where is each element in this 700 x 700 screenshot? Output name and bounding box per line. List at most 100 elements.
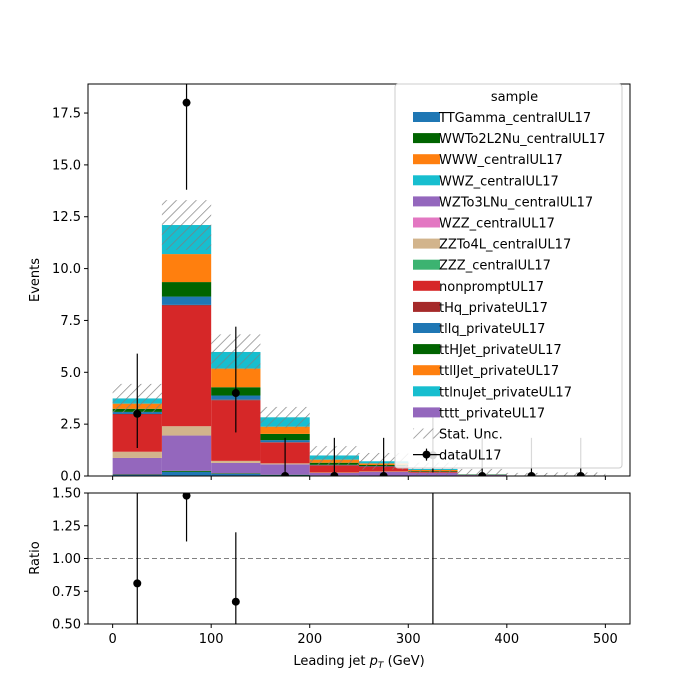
- main-y-axis: 0.0 2.5 5.0 7.5 10.0 12.5 15.0 17.5: [52, 107, 88, 485]
- legend-label: ttHJet_privateUL17: [439, 343, 562, 358]
- legend-box: [394, 83, 623, 469]
- stat-unc-bin-3: [260, 406, 310, 428]
- legend-label: ttllJet_privateUL17: [439, 364, 559, 379]
- legend-data-marker: [422, 450, 431, 459]
- bar-ttHJet_privateUL17-bin-1: [161, 282, 212, 297]
- y-tick-label: 0.0: [60, 470, 81, 485]
- x-tick-label: 200: [297, 632, 322, 647]
- y-tick-label: 10.0: [52, 262, 81, 277]
- legend-swatch-WZTo3LNu_centralUL17: [413, 196, 440, 207]
- x-tick-label: 0: [108, 632, 116, 647]
- legend-label: WWZ_centralUL17: [439, 174, 559, 189]
- legend-label: WWW_centralUL17: [439, 153, 563, 168]
- stat-unc-bin-1: [161, 200, 212, 250]
- ratio-y-axis: 0.50 0.75 1.00 1.25 1.50: [52, 487, 88, 633]
- y-axis-label: Events: [28, 258, 43, 302]
- ratio-x-axis: 0 100 200 300 400 500: [108, 624, 618, 647]
- legend-swatch-WWW_centralUL17: [413, 154, 440, 165]
- legend-label: Stat. Unc.: [439, 428, 503, 443]
- ratio-content: [88, 493, 630, 624]
- legend-label: tttt_privateUL17: [439, 406, 545, 421]
- ratio-point-0: [133, 579, 142, 588]
- bar-TTGamma_centralUL17-bin-0: [112, 474, 162, 476]
- legend-label: WZZ_centralUL17: [439, 217, 555, 232]
- x-axis-label-sub: T: [378, 661, 385, 671]
- x-tick-label: 500: [593, 632, 618, 647]
- legend-swatch-tttt_privateUL17: [413, 407, 440, 418]
- y-tick-label: 17.5: [52, 107, 81, 122]
- x-tick-label: 300: [396, 632, 421, 647]
- x-axis-label-prefix: Leading jet: [293, 654, 365, 669]
- bar-tllq_privateUL17-bin-1: [161, 296, 212, 305]
- ratio-y-tick-label: 1.00: [52, 552, 81, 567]
- ratio-point-1: [182, 493, 191, 500]
- x-axis-label-unit: (GeV): [388, 654, 425, 669]
- legend-label: ttlnuJet_privateUL17: [439, 385, 572, 400]
- legend-swatch-tHq_privateUL17: [413, 301, 440, 312]
- ratio-y-tick-label: 1.25: [52, 519, 81, 534]
- legend-label: tllq_privateUL17: [439, 322, 545, 337]
- y-tick-label: 15.0: [52, 158, 81, 173]
- x-axis-label-var: p: [369, 654, 378, 669]
- legend-swatch-WWTo2L2Nu_centralUL17: [413, 133, 440, 144]
- data-point-8: [527, 472, 536, 476]
- data-point-7: [478, 472, 487, 476]
- legend-label: ZZTo4L_centralUL17: [439, 238, 571, 253]
- legend-swatch-TTGamma_centralUL17: [413, 112, 440, 122]
- legend-label: nonpromptUL17: [439, 280, 544, 295]
- bar-WZTo3LNu_centralUL17-bin-2: [211, 462, 261, 474]
- legend-swatch-nonpromptUL17: [413, 280, 440, 291]
- bar-ttllJet_privateUL17-bin-1: [161, 254, 212, 283]
- ratio-y-tick-label: 1.50: [52, 487, 81, 502]
- data-point-3: [281, 472, 290, 476]
- x-axis-label: Leading jet pT (GeV): [293, 654, 424, 671]
- bar-ZZTo4L_centralUL17-bin-1: [161, 426, 212, 436]
- ratio-panel: 0.50 0.75 1.00 1.25 1.50 0 100 200 300 400 500 Ra…: [28, 487, 631, 671]
- legend-swatch-WZZ_centralUL17: [413, 217, 440, 228]
- bar-TTGamma_centralUL17-bin-1: [161, 471, 212, 476]
- bar-nonpromptUL17-bin-1: [161, 305, 212, 427]
- legend-label: tHq_privateUL17: [439, 301, 548, 316]
- main-plot-frame: [87, 83, 631, 477]
- bar-ZZTo4L_centralUL17-bin-0: [112, 451, 162, 458]
- legend-swatch-ZZTo4L_centralUL17: [413, 238, 440, 249]
- legend-swatch-ZZZ_centralUL17: [413, 259, 440, 270]
- y-tick-label: 12.5: [52, 210, 81, 225]
- legend-swatch-ttllJet_privateUL17: [413, 365, 440, 376]
- legend: sample TTGamma_centralUL17 WWTo2L2Nu_centr…: [394, 83, 623, 469]
- bar-WWTo2L2Nu_centralUL17-bin-0: [112, 474, 162, 476]
- bar-ttHJet_privateUL17-bin-3: [260, 433, 310, 441]
- bar-TTGamma_centralUL17-bin-2: [211, 473, 261, 476]
- ratio-y-tick-label: 0.75: [52, 585, 81, 600]
- bar-ttllJet_privateUL17-bin-3: [260, 426, 310, 434]
- legend-swatch-ttHJet_privateUL17: [413, 344, 440, 355]
- bar-WZTo3LNu_centralUL17-bin-1: [161, 435, 212, 471]
- legend-title: sample: [491, 90, 538, 105]
- ratio-y-tick-label: 0.50: [52, 618, 81, 633]
- ratio-point-2: [231, 597, 240, 606]
- y-tick-label: 2.5: [60, 418, 81, 433]
- ratio-y-axis-label: Ratio: [28, 541, 43, 574]
- legend-label: WWTo2L2Nu_centralUL17: [439, 132, 605, 147]
- legend-label: TTGamma_centralUL17: [438, 111, 591, 126]
- bar-WWTo2L2Nu_centralUL17-bin-1: [161, 470, 212, 472]
- x-tick-label: 100: [199, 632, 224, 647]
- data-point-4: [330, 472, 339, 476]
- data-point-2: [231, 389, 240, 398]
- data-point-5: [379, 472, 388, 476]
- x-tick-label: 400: [494, 632, 519, 647]
- data-point-1: [182, 98, 191, 107]
- legend-label: ZZZ_centralUL17: [439, 259, 551, 274]
- legend-swatch-stat-unc: [413, 428, 440, 439]
- legend-label: WZTo3LNu_centralUL17: [439, 195, 593, 210]
- legend-swatch-WWZ_centralUL17: [413, 175, 440, 186]
- bar-WZTo3LNu_centralUL17-bin-0: [112, 457, 162, 475]
- legend-swatch-ttlnuJet_privateUL17: [413, 386, 440, 397]
- y-tick-label: 7.5: [60, 314, 81, 329]
- bar-ZZTo4L_centralUL17-bin-2: [211, 460, 261, 463]
- main-panel: 0.0 2.5 5.0 7.5 10.0 12.5 15.0 17.5 Events: [28, 83, 631, 485]
- legend-label: dataUL17: [439, 449, 502, 464]
- legend-swatch-tllq_privateUL17: [413, 323, 440, 333]
- y-tick-label: 5.0: [60, 366, 81, 381]
